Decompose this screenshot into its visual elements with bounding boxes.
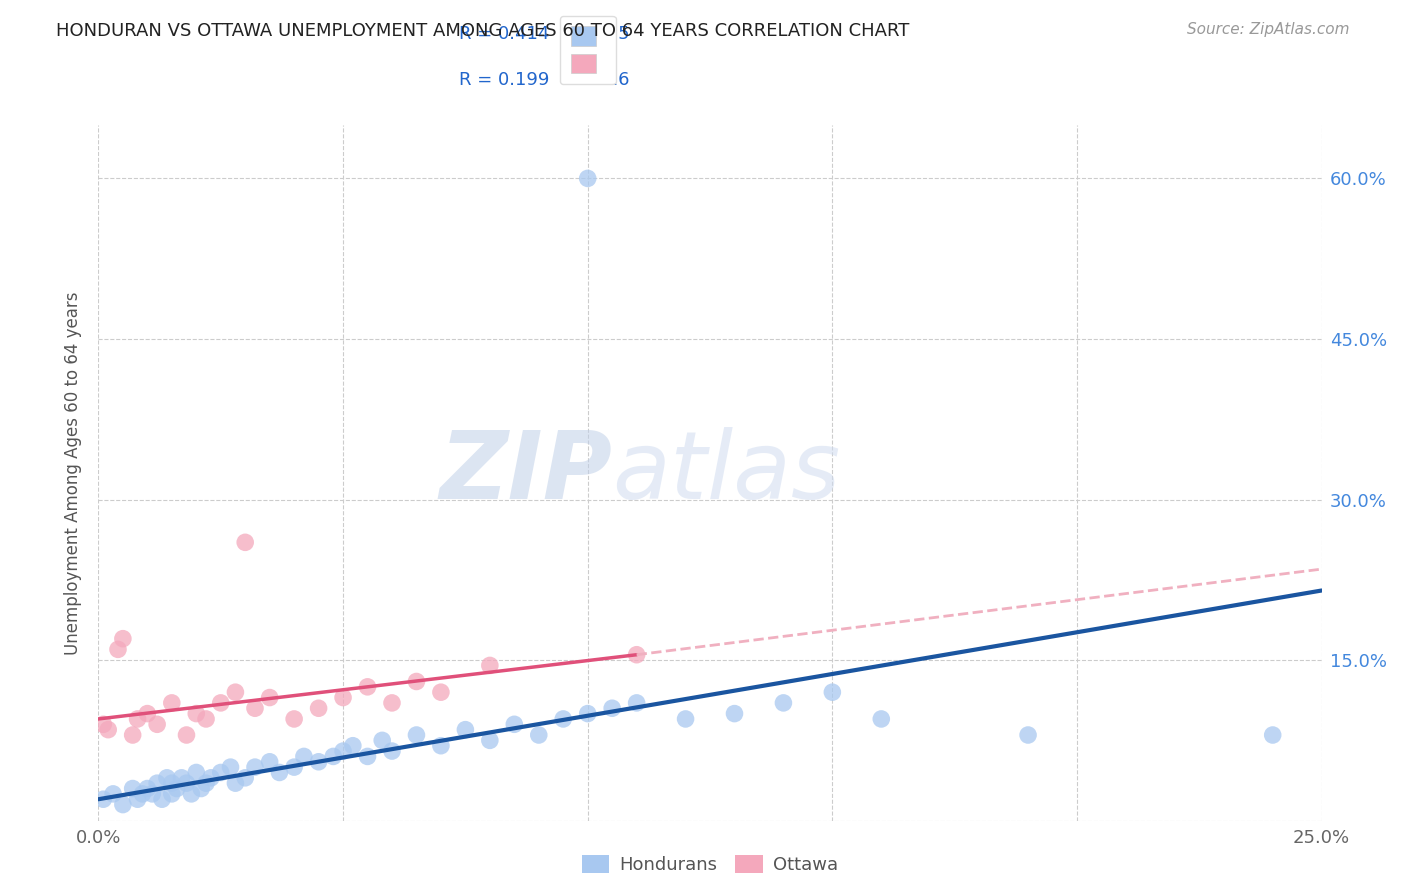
Text: Source: ZipAtlas.com: Source: ZipAtlas.com: [1187, 22, 1350, 37]
Point: [870, 712, 893, 726]
Point: [170, 771, 193, 785]
Point: [91, 717, 114, 731]
Point: [146, 717, 169, 731]
Point: [121, 728, 143, 742]
Point: [209, 696, 232, 710]
Point: [478, 733, 501, 747]
Y-axis label: Unemployment Among Ages 60 to 64 years: Unemployment Among Ages 60 to 64 years: [65, 291, 83, 655]
Point: [821, 685, 844, 699]
Point: [195, 712, 218, 726]
Point: [356, 680, 378, 694]
Point: [430, 685, 453, 699]
Point: [405, 674, 427, 689]
Point: [1261, 728, 1284, 742]
Point: [111, 797, 134, 812]
Point: [478, 658, 501, 673]
Text: atlas: atlas: [612, 427, 841, 518]
Point: [308, 701, 330, 715]
Point: [381, 744, 404, 758]
Point: [176, 728, 198, 742]
Point: [136, 781, 159, 796]
Point: [200, 771, 222, 785]
Point: [160, 696, 183, 710]
Point: [600, 701, 623, 715]
Point: [430, 739, 453, 753]
Point: [243, 760, 266, 774]
Point: [186, 765, 208, 780]
Point: [131, 787, 153, 801]
Point: [91, 792, 114, 806]
Point: [332, 690, 354, 705]
Point: [136, 706, 159, 721]
Point: [342, 739, 364, 753]
Point: [292, 749, 315, 764]
Point: [176, 776, 198, 790]
Point: [127, 792, 149, 806]
Point: [219, 760, 242, 774]
Point: [243, 701, 266, 715]
Point: [209, 765, 232, 780]
Point: [186, 706, 208, 721]
Point: [107, 642, 129, 657]
Point: [180, 787, 202, 801]
Point: [371, 733, 394, 747]
Point: [356, 749, 378, 764]
Point: [381, 696, 404, 710]
Text: ZIP: ZIP: [439, 426, 612, 519]
Point: [332, 744, 354, 758]
Point: [527, 728, 550, 742]
Point: [283, 760, 305, 774]
Point: [626, 648, 648, 662]
Legend: Hondurans, Ottawa: Hondurans, Ottawa: [574, 847, 846, 881]
Point: [233, 535, 256, 549]
Text: R = 0.199   N = 26: R = 0.199 N = 26: [460, 70, 630, 88]
Point: [454, 723, 477, 737]
Point: [156, 771, 179, 785]
Point: [97, 723, 120, 737]
Point: [121, 781, 143, 796]
Point: [675, 712, 697, 726]
Point: [576, 706, 599, 721]
Point: [111, 632, 134, 646]
Point: [160, 776, 183, 790]
Point: [626, 696, 648, 710]
Point: [224, 776, 246, 790]
Point: [160, 787, 183, 801]
Point: [150, 792, 173, 806]
Point: [190, 781, 212, 796]
Point: [146, 776, 169, 790]
Point: [269, 765, 291, 780]
Point: [723, 706, 745, 721]
Point: [322, 749, 344, 764]
Point: [233, 771, 256, 785]
Text: R = 0.414   N = 55: R = 0.414 N = 55: [460, 26, 630, 44]
Point: [259, 755, 281, 769]
Point: [576, 171, 599, 186]
Point: [166, 781, 188, 796]
Point: [283, 712, 305, 726]
Point: [259, 690, 281, 705]
Point: [772, 696, 794, 710]
Point: [127, 712, 149, 726]
Text: HONDURAN VS OTTAWA UNEMPLOYMENT AMONG AGES 60 TO 64 YEARS CORRELATION CHART: HONDURAN VS OTTAWA UNEMPLOYMENT AMONG AG…: [56, 22, 910, 40]
Point: [405, 728, 427, 742]
Point: [553, 712, 575, 726]
Point: [1017, 728, 1039, 742]
Point: [195, 776, 218, 790]
Point: [101, 787, 124, 801]
Point: [224, 685, 246, 699]
Point: [503, 717, 526, 731]
Point: [141, 787, 163, 801]
Point: [308, 755, 330, 769]
